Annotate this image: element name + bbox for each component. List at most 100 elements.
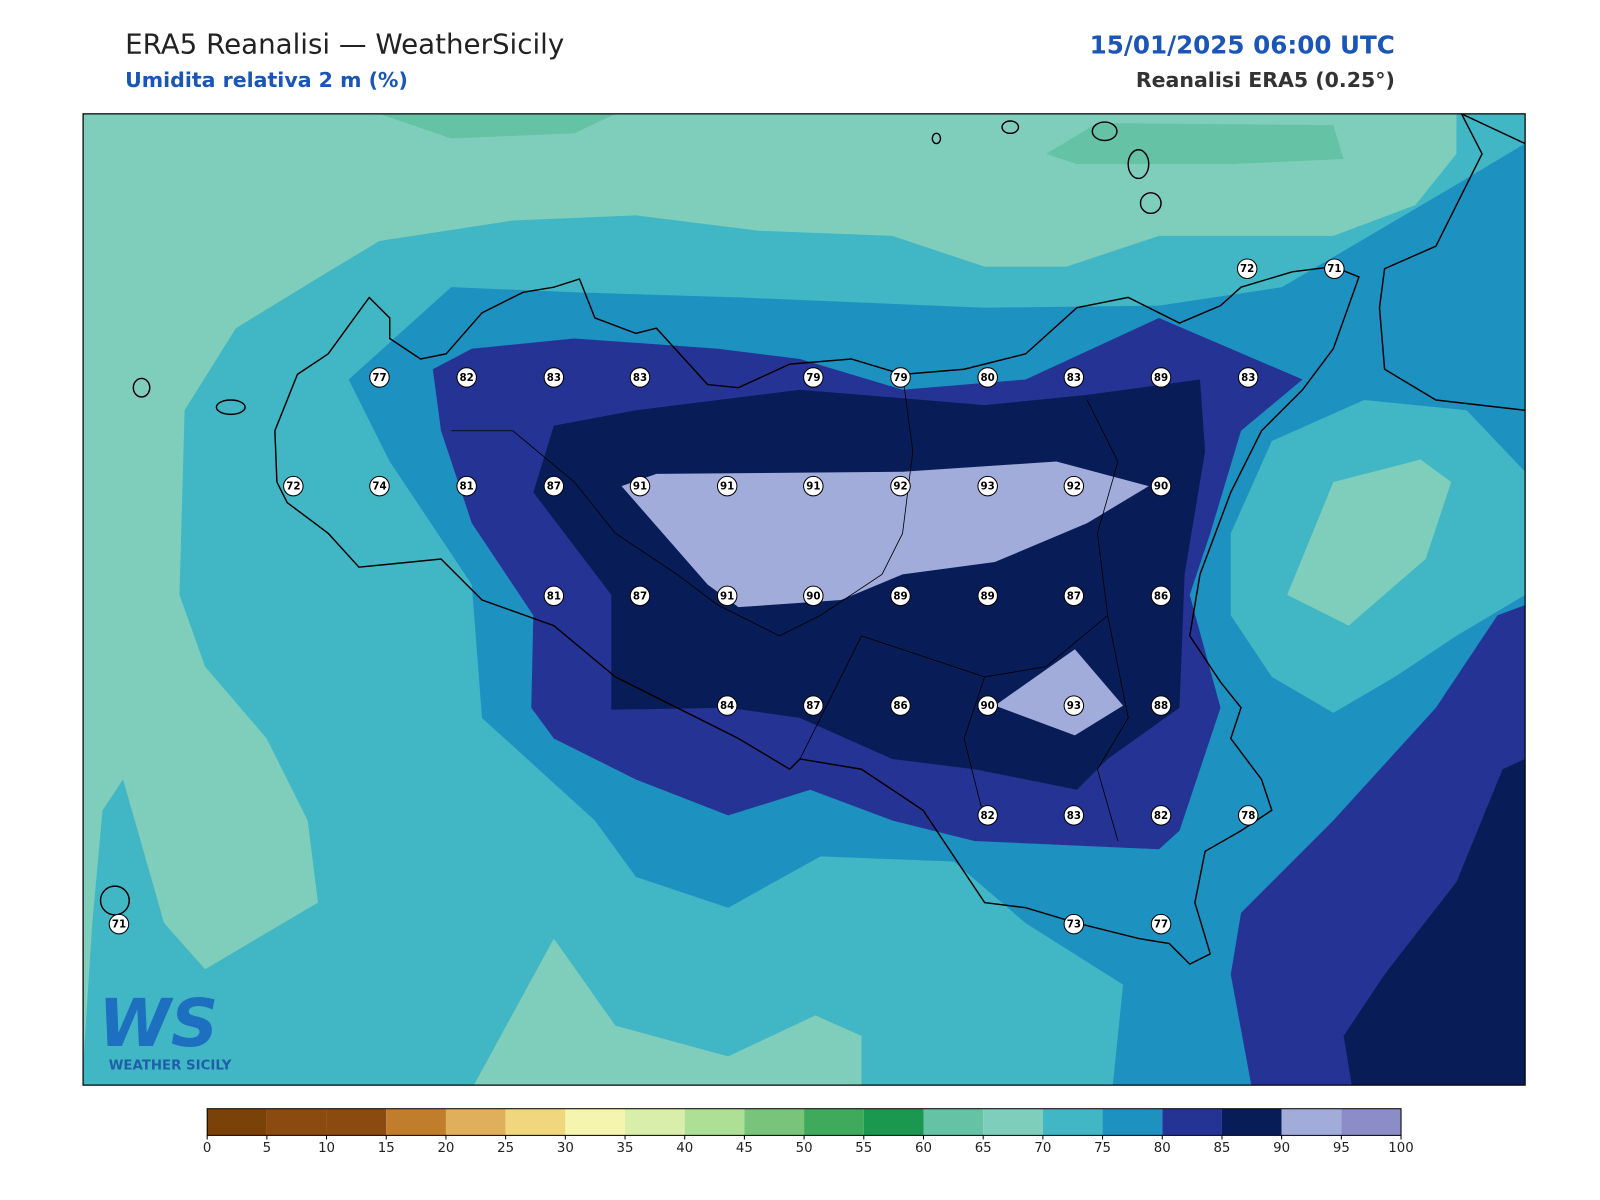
value-label: 88 [1154,700,1168,712]
value-label: 86 [1154,590,1168,602]
label-marker [108,913,130,935]
island [1091,121,1118,142]
colorbar-tick-label: 60 [915,1141,932,1156]
value-label: 89 [893,590,907,602]
colorbar-tick-label: 0 [203,1141,211,1156]
colorbar-swatch [804,1108,864,1136]
colorbar-swatch [923,1108,984,1136]
label-marker [890,695,911,716]
label-marker [977,585,998,607]
value-label: 87 [806,700,820,712]
label-marker [977,805,998,826]
label-marker [283,475,304,497]
value-label: 77 [1154,919,1168,931]
colorbar-tick-label: 65 [975,1141,992,1156]
label-marker [803,367,824,388]
logo-mark: WS [98,986,218,1062]
province-border [963,676,986,821]
value-label: 82 [981,810,995,822]
label-marker [890,475,911,497]
colorbar-swatch [744,1108,805,1136]
label-marker [629,475,651,497]
value-label: 90 [981,700,995,712]
colorbar-swatch [863,1108,924,1136]
contour-region [1287,459,1452,626]
label-marker [543,475,565,497]
value-label: 87 [633,590,647,602]
label-marker [1063,585,1085,607]
colorbar-swatch [684,1108,745,1136]
colorbar-swatch [1102,1108,1163,1136]
value-label: 92 [893,481,907,493]
sicily-coast [274,265,1360,965]
value-label: 73 [1067,919,1081,931]
value-label: 83 [633,372,647,384]
label-marker [803,475,824,497]
map-frame [82,113,1526,1086]
label-marker [543,585,565,607]
contour-region [621,461,1149,608]
value-label: 83 [1067,372,1081,384]
colorbar-swatch [983,1108,1043,1136]
colorbar-tick-label: 80 [1154,1141,1171,1156]
value-label: 89 [1154,372,1168,384]
label-marker [1150,585,1172,607]
colorbar-swatch [1341,1108,1402,1136]
colorbar-tick-label: 95 [1333,1141,1350,1156]
island [931,132,942,145]
colorbar-tick-label: 55 [855,1141,872,1156]
colorbar-tick-label: 35 [617,1141,634,1156]
value-label: 87 [547,481,561,493]
colorbar-swatch [1221,1108,1282,1136]
value-label: 90 [1154,481,1168,493]
label-marker [456,367,477,388]
value-label: 91 [806,481,820,493]
value-label: 90 [806,590,820,602]
value-label: 81 [460,481,474,493]
value-label: 84 [720,700,734,712]
value-label: 77 [372,372,386,384]
value-label: 79 [893,372,907,384]
datetime: 15/01/2025 06:00 UTC [1090,30,1395,59]
colorbar-swatch [565,1108,626,1136]
label-marker [629,585,651,607]
island [1001,120,1020,135]
value-label: 80 [981,372,995,384]
value-label: 87 [1067,590,1081,602]
label-marker [456,475,477,497]
contour-region [83,113,1457,1067]
colorbar-tick-label: 15 [378,1141,395,1156]
value-label: 86 [893,700,907,712]
value-label: 91 [633,481,647,493]
value-label: 71 [112,919,126,931]
label-marker [1063,805,1085,826]
label-marker [1324,258,1345,279]
colorbar-swatch [326,1108,387,1136]
colorbar-swatch [207,1108,267,1136]
contour-region [1046,123,1344,165]
value-label: 72 [286,481,300,493]
label-marker [1150,475,1172,497]
colorbar-swatch [505,1108,566,1136]
label-marker [1150,367,1172,388]
contour-region [473,938,862,1086]
value-label: 71 [1327,263,1341,275]
colorbar-tick-label: 100 [1388,1141,1413,1156]
label-marker [1150,913,1172,935]
island [1139,192,1162,215]
label-marker [890,585,911,607]
subtitle: Umidita relativa 2 m (%) [125,68,408,92]
colorbar-swatch [266,1108,327,1136]
logo-name: WEATHER SICILY [109,1059,232,1074]
colorbar-swatch [1042,1108,1103,1136]
value-label: 89 [981,590,995,602]
colorbar: 0 5 10 15 20 25 30 35 40 45 50 55 60 65 70 75 80 85 90 95 10… [203,1108,1414,1156]
province-border [1096,615,1129,842]
value-label: 83 [1067,810,1081,822]
value-label: 83 [547,372,561,384]
label-marker [1236,258,1258,279]
label-marker [1150,805,1172,826]
label-marker [1150,695,1172,716]
